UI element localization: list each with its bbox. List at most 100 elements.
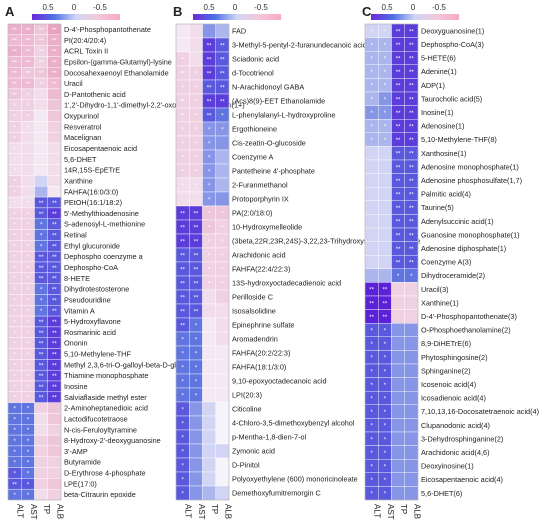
row-label: Cis-zeatin-O-glucoside [232,139,306,148]
significance-mark: * [195,184,198,190]
significance-mark: * [27,428,30,434]
significance-mark: ** [396,261,401,267]
heatmap-cell [34,186,48,198]
significance-mark: * [181,492,184,498]
legend-tick-label: -0.5 [254,3,268,12]
heatmap-cell [215,289,230,305]
significance-mark: * [221,114,224,120]
heatmap-cell [47,445,62,457]
heatmap-cell [21,131,35,144]
heatmap-cell [215,359,230,375]
significance-mark: ** [39,277,44,283]
significance-mark: ** [180,212,185,218]
significance-mark: * [370,342,373,348]
heatmap-cell [47,488,62,501]
heatmap-cell [202,373,216,389]
heatmap-cell [34,110,48,122]
row-label: S-adenosyl-L-methionine [64,220,145,229]
heatmap-cell [189,471,203,487]
row-label: (3beta,22R,23R,24S)-3,22,23-Trihydroxyst… [232,237,420,246]
heatmap-cell [21,186,35,198]
significance-mark: * [13,244,16,250]
heatmap-cell [34,402,48,414]
row-label: Palmitic acid(4) [421,190,471,199]
row-label: (Acs)8(9)-EET Ethanolamide [232,97,325,106]
color-legend-bar [193,14,281,20]
significance-mark: ** [39,363,44,369]
significance-mark: * [181,464,184,470]
significance-mark: ** [396,43,401,49]
heatmap-cell [404,486,419,501]
heatmap-cell [404,377,419,392]
significance-mark: ** [396,125,401,131]
significance-mark: * [13,493,16,499]
row-label: Eicosapentaenoic acid(4) [421,475,503,484]
column-label: ALB [412,504,421,519]
significance-mark: ** [207,114,212,120]
row-label: 5-Hydroxyflavone [64,317,121,326]
heatmap-cell [202,359,216,375]
significance-mark: * [27,320,30,326]
significance-mark: * [221,282,224,288]
significance-mark: * [384,111,387,117]
heatmap-cell [364,200,379,215]
row-label: d-Tocotrienol [232,69,274,78]
significance-mark: * [13,396,16,402]
significance-mark: ** [26,60,31,66]
significance-mark: ** [12,82,17,88]
row-label: Inosine [64,382,88,391]
significance-mark: * [13,374,16,380]
significance-mark: ** [409,138,414,144]
significance-mark: ** [39,71,44,77]
significance-mark: * [27,407,30,413]
significance-mark: * [384,43,387,49]
significance-mark: * [27,385,30,391]
significance-mark: * [27,255,30,261]
column-label: AST [386,504,395,520]
heatmap-cell [215,485,230,501]
significance-mark: ** [409,84,414,90]
heatmap-cell [47,434,62,447]
heatmap-cell [189,415,203,431]
significance-mark: ** [180,282,185,288]
significance-mark: * [13,471,16,477]
row-label: D-Erythrose 4-phosphate [64,469,146,478]
significance-mark: ** [409,261,414,267]
heatmap-cell [404,418,419,433]
heatmap-cell [47,153,62,165]
row-label: Demethoxyfumitremorgin C [232,489,321,498]
significance-mark: * [370,84,373,90]
heatmap-cell [21,142,35,155]
significance-mark: * [181,184,184,190]
column-label: ALT [184,504,193,518]
heatmap-cell [215,303,230,319]
heatmap-cell [404,309,419,324]
significance-mark: * [195,142,198,148]
significance-mark: * [27,331,30,337]
significance-mark: ** [52,28,57,34]
significance-mark: ** [12,71,17,77]
significance-mark: ** [369,315,374,321]
significance-mark: * [13,277,16,283]
significance-mark: ** [409,29,414,35]
row-label: p-Mentha-1,8-dien-7-ol [232,433,307,442]
significance-mark: ** [220,100,225,106]
significance-mark: * [181,86,184,92]
heatmap-cell [404,363,419,378]
significance-mark: * [208,282,211,288]
row-label: Icosadienoic acid(4) [421,394,486,403]
heatmap-cell [34,478,48,490]
significance-mark: * [208,156,211,162]
row-label: Docosahexaenoyl Ethanolamide [64,68,169,77]
significance-mark: * [384,437,387,443]
significance-mark: ** [396,206,401,212]
heatmap-cell [404,336,419,351]
heatmap-cell [175,191,190,207]
heatmap-cell [34,88,48,100]
row-label: Clupanodonic acid(4) [421,421,490,430]
color-legend-bar [371,14,459,20]
significance-mark: * [384,451,387,457]
row-label: Arachidonic acid(4,6) [421,448,490,457]
significance-mark: ** [52,385,57,391]
significance-mark: * [27,298,30,304]
